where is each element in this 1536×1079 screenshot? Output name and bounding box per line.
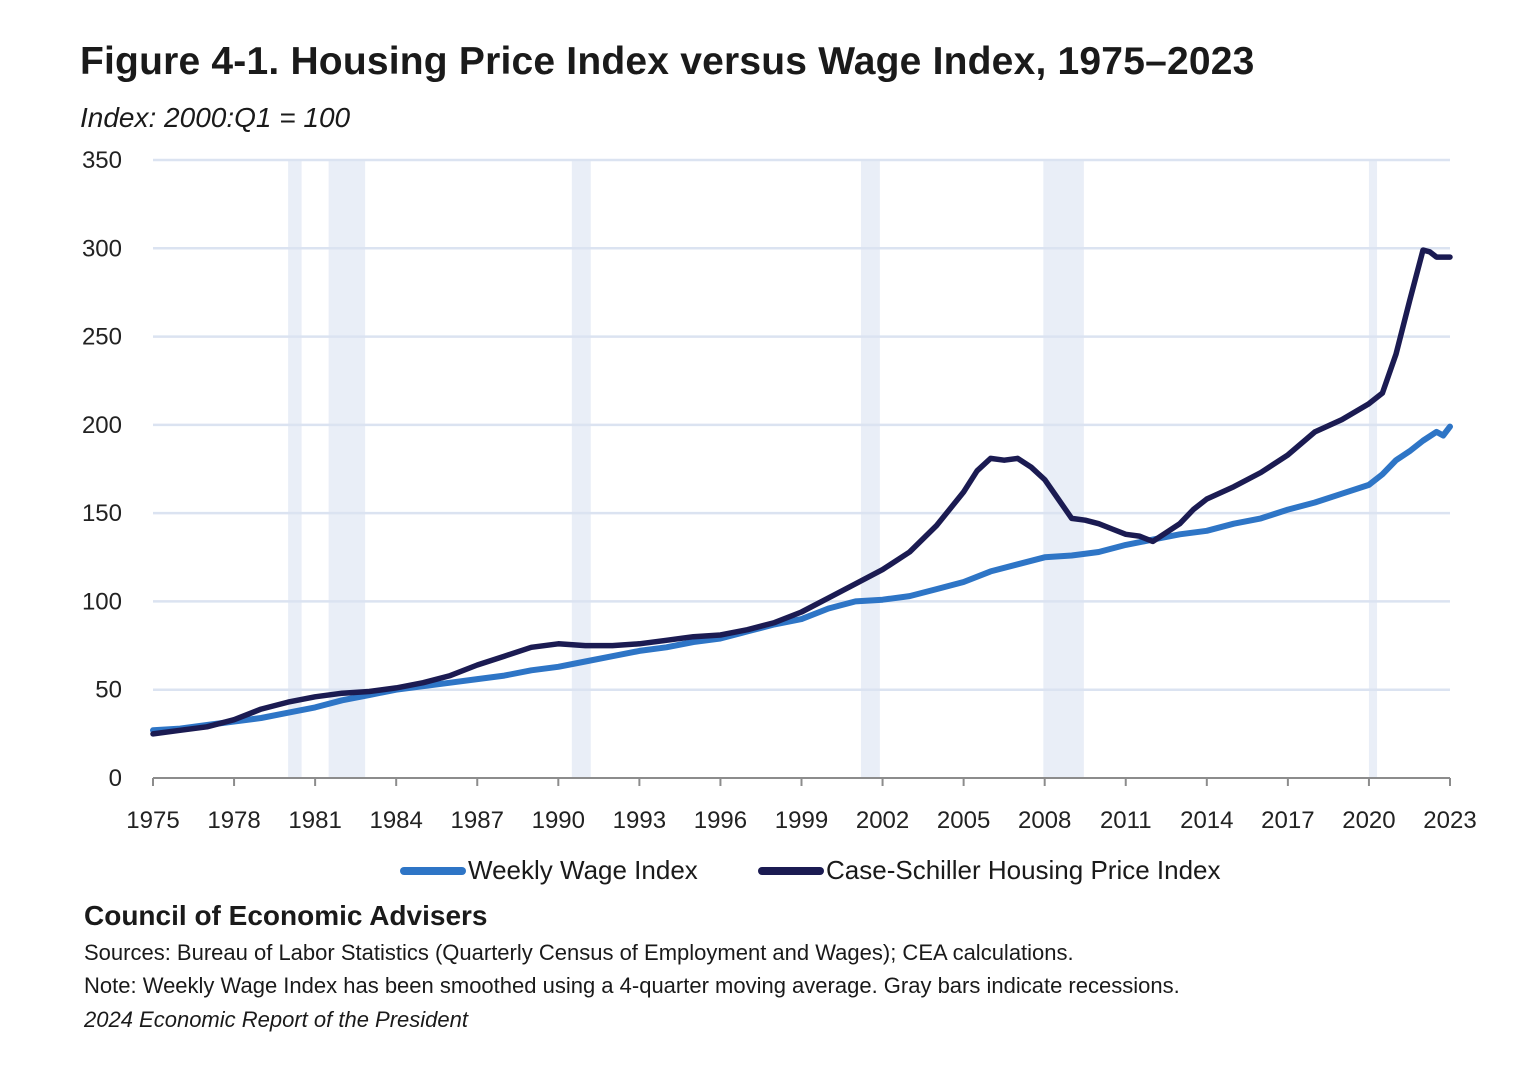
methodology-note: Note: Weekly Wage Index has been smoothe… — [84, 973, 1180, 998]
recession-bars — [288, 160, 1378, 778]
x-tick-label-2017: 2017 — [1261, 807, 1314, 834]
x-tick-label-1978: 1978 — [207, 807, 260, 834]
recession-bar-5 — [1368, 160, 1378, 778]
sources-note: Sources: Bureau of Labor Statistics (Qua… — [84, 940, 1074, 965]
legend-swatch-wage — [400, 866, 466, 875]
legend-swatch-housing — [758, 866, 824, 875]
legend-item-wage: Weekly Wage Index — [400, 855, 698, 886]
x-tick-label-2002: 2002 — [856, 807, 909, 834]
y-tick-label-350: 350 — [82, 147, 122, 174]
recession-bar-3 — [860, 160, 880, 778]
y-tick-label-300: 300 — [82, 235, 122, 262]
axes: 0 50 100 150 200 250 300 350 1975 1978 1981 1984 198… — [82, 147, 1477, 834]
x-tick-label-2014: 2014 — [1180, 807, 1233, 834]
recession-bar-1 — [328, 160, 366, 778]
report-citation: 2024 Economic Report of the President — [84, 1007, 469, 1032]
x-tick-label-1981: 1981 — [288, 807, 341, 834]
recession-bar-2 — [571, 160, 591, 778]
x-tick-label-1990: 1990 — [532, 807, 585, 834]
recession-bar-0 — [288, 160, 302, 778]
x-tick-label-1984: 1984 — [369, 807, 422, 834]
legend-label-housing: Case-Schiller Housing Price Index — [826, 855, 1221, 885]
x-tick-label-1987: 1987 — [451, 807, 504, 834]
legend-label-wage: Weekly Wage Index — [468, 855, 698, 885]
x-tick-label-1975: 1975 — [126, 807, 179, 834]
source-organization: Council of Economic Advisers — [84, 900, 488, 931]
legend-item-housing: Case-Schiller Housing Price Index — [758, 855, 1221, 886]
y-tick-label-250: 250 — [82, 324, 122, 351]
x-tick-label-2023: 2023 — [1423, 807, 1476, 834]
y-tick-label-150: 150 — [82, 500, 122, 527]
recession-bar-4 — [1043, 160, 1084, 778]
x-tick-label-2005: 2005 — [937, 807, 990, 834]
series-line-housing-price-index — [150, 247, 1453, 737]
chart-subtitle: Index: 2000:Q1 = 100 — [80, 102, 351, 133]
y-tick-label-200: 200 — [82, 412, 122, 439]
x-tick-label-2020: 2020 — [1342, 807, 1395, 834]
line-chart: 0 50 100 150 200 250 300 350 1975 1978 1981 1984 198… — [82, 147, 1477, 834]
x-tick-label-2011: 2011 — [1100, 807, 1152, 834]
series-lines — [150, 247, 1453, 737]
chart-title: Figure 4-1. Housing Price Index versus W… — [80, 40, 1255, 83]
x-tick-label-1999: 1999 — [775, 807, 828, 834]
y-tick-label-50: 50 — [95, 677, 122, 704]
y-tick-label-100: 100 — [82, 588, 122, 615]
legend: Weekly Wage Index Case-Schiller Housing … — [0, 855, 1536, 895]
y-tick-label-0: 0 — [109, 765, 122, 792]
x-tick-label-1996: 1996 — [694, 807, 747, 834]
x-tick-label-2008: 2008 — [1018, 807, 1071, 834]
x-tick-label-1993: 1993 — [613, 807, 666, 834]
